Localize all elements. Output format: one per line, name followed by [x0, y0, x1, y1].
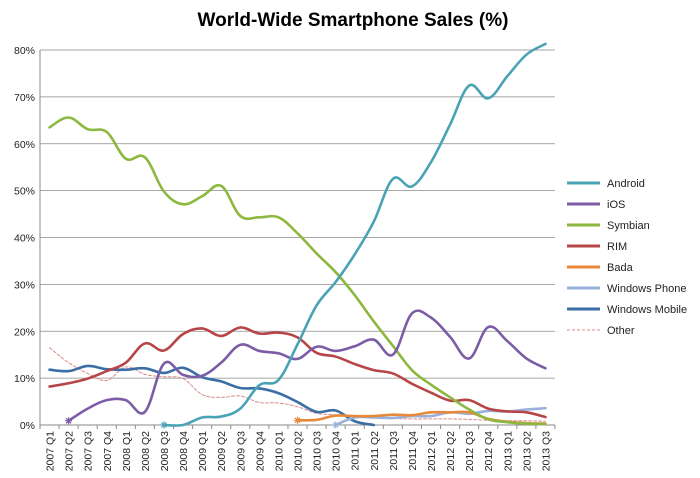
- chart-title: World-Wide Smartphone Sales (%): [198, 10, 509, 31]
- x-tick-label: 2008 Q4: [178, 431, 190, 471]
- legend-label-android: Android: [607, 178, 645, 190]
- x-tick-label: 2007 Q1: [45, 431, 57, 471]
- series-start-marker-ios: [65, 417, 73, 425]
- series-layer: [48, 42, 547, 429]
- x-tick-label: 2011 Q2: [369, 431, 381, 471]
- x-tick-label: 2008 Q1: [121, 431, 133, 471]
- y-tick-label: 40%: [14, 233, 35, 245]
- series-symbian: [48, 116, 547, 426]
- legend-label-bada: Bada: [607, 262, 634, 274]
- series-line-other: [49, 347, 546, 422]
- y-tick-label: 50%: [14, 186, 35, 198]
- x-axis: 2007 Q1 2007 Q2 2007 Q3 2007 Q4 2008 Q1 2008 …: [39, 424, 556, 471]
- series-windows-mobile: [48, 364, 376, 427]
- x-tick-label: 2009 Q1: [197, 431, 209, 471]
- legend-item-rim: RIM: [567, 241, 627, 253]
- x-tick-label: 2013 Q3: [540, 431, 552, 471]
- series-start-marker-bada: [294, 416, 301, 424]
- series-android: [160, 42, 547, 429]
- y-tick-label: 70%: [14, 92, 35, 104]
- x-tick-label: 2013 Q1: [502, 431, 514, 471]
- series-ios: [65, 309, 547, 425]
- y-tick-label: 60%: [14, 139, 35, 151]
- series-line-windows-mobile: [48, 364, 376, 427]
- y-tick-label: 80%: [14, 45, 35, 57]
- x-tick-label: 2012 Q1: [426, 431, 438, 471]
- series-rim: [48, 326, 547, 419]
- x-tick-label: 2008 Q2: [140, 431, 152, 471]
- x-tick-label: 2010 Q3: [312, 431, 324, 471]
- x-tick-label: 2012 Q2: [445, 431, 457, 471]
- legend-label-ios: iOS: [607, 199, 625, 211]
- series-line-ios: [67, 309, 547, 423]
- legend-label-symbian: Symbian: [607, 220, 650, 232]
- series-line-android: [162, 42, 547, 427]
- y-tick-label: 10%: [14, 373, 35, 385]
- x-tick-label: 2009 Q4: [254, 431, 266, 471]
- legend-item-windows-phone: Windows Phone: [567, 283, 687, 295]
- x-tick-label: 2008 Q3: [159, 431, 171, 471]
- legend-label-other: Other: [607, 325, 635, 337]
- legend-item-bada: Bada: [567, 262, 634, 274]
- y-axis: 0% 10% 20% 30% 40% 50% 60% 70% 80%: [14, 45, 41, 432]
- legend-item-ios: iOS: [567, 199, 625, 211]
- x-tick-label: 2011 Q4: [407, 431, 419, 471]
- series-other: [49, 347, 546, 422]
- x-tick-label: 2012 Q3: [464, 431, 476, 471]
- legend-item-windows-mobile: Windows Mobile: [567, 304, 687, 316]
- y-tick-label: 20%: [14, 326, 35, 338]
- grid-layer: [40, 49, 555, 426]
- y-tick-label: 0%: [20, 420, 35, 432]
- legend-item-android: Android: [567, 178, 645, 190]
- legend-item-symbian: Symbian: [567, 220, 650, 232]
- series-start-marker-android: [160, 421, 168, 429]
- legend-label-windows-phone: Windows Phone: [607, 283, 687, 295]
- x-tick-label: 2007 Q4: [102, 431, 114, 471]
- legend-label-windows-mobile: Windows Mobile: [607, 304, 687, 316]
- legend: Android iOS Symbian RIM Bada Windows Phone Win…: [567, 178, 687, 337]
- x-tick-label: 2007 Q2: [64, 431, 76, 471]
- x-tick-label: 2009 Q2: [216, 431, 228, 471]
- series-line-rim: [48, 326, 547, 419]
- legend-item-other: Other: [567, 325, 635, 337]
- series-start-marker-windows-phone: [332, 421, 340, 429]
- y-tick-label: 30%: [14, 279, 35, 291]
- x-tick-label: 2011 Q1: [350, 431, 362, 471]
- legend-label-rim: RIM: [607, 241, 627, 253]
- x-tick-label: 2010 Q2: [293, 431, 305, 471]
- series-line-symbian: [48, 116, 547, 426]
- x-tick-label: 2013 Q2: [521, 431, 533, 471]
- x-tick-label: 2009 Q3: [235, 431, 247, 471]
- x-tick-label: 2012 Q4: [483, 431, 495, 471]
- x-tick-label: 2010 Q1: [273, 431, 285, 471]
- x-tick-label: 2010 Q4: [331, 431, 343, 471]
- x-tick-label: 2007 Q3: [83, 431, 95, 471]
- x-tick-label: 2011 Q3: [388, 431, 400, 471]
